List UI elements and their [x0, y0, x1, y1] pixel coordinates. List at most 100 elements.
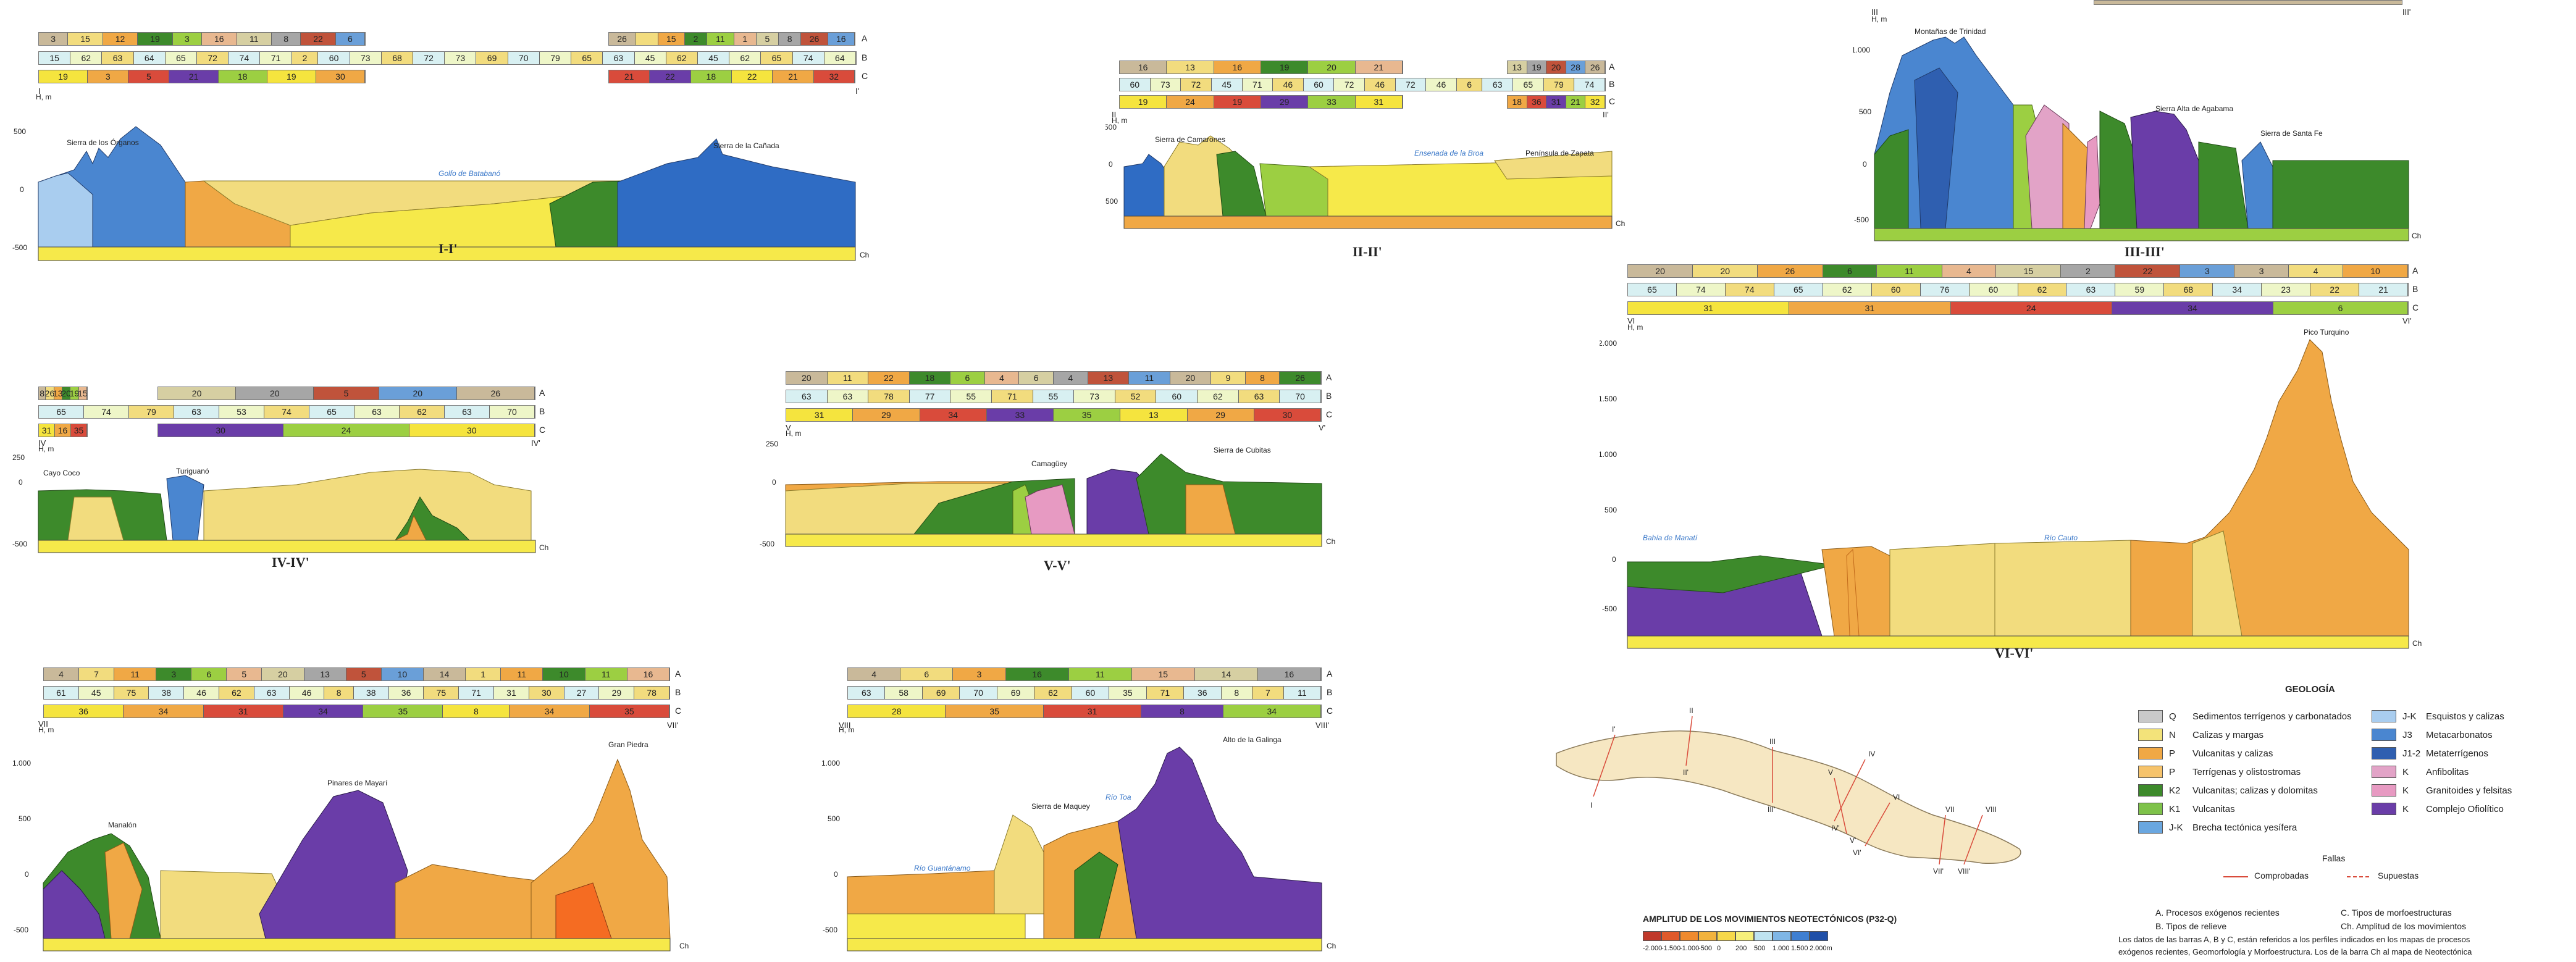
bar-c-cell: 34	[283, 705, 364, 717]
note-ch: Ch. Amplitud de los movimientos	[2341, 921, 2467, 931]
bar-b-cell: 65	[309, 406, 355, 418]
bar-a-cell: 6	[191, 668, 227, 680]
legend-label: Brecha tectónica yesífera	[2192, 822, 2297, 833]
legend-swatch	[2138, 803, 2163, 815]
bar-a-cell: 20	[1546, 61, 1566, 73]
tick-0: 0	[20, 185, 24, 194]
bar-b-cell: 74	[792, 52, 824, 64]
bar-a-cell: 1	[466, 668, 501, 680]
map-label-4: III	[1769, 737, 1776, 746]
bar-a-cell: 20	[158, 387, 237, 399]
tick-neg500: -500	[14, 926, 28, 934]
profile-title: III-III'	[2125, 244, 2165, 259]
bar-c-cell: 19	[39, 70, 88, 83]
bar-c-cell: 24	[1167, 96, 1214, 108]
legend-item: Q Sedimentos terrígenos y carbonatados	[2138, 710, 2352, 722]
legend-swatch	[2372, 803, 2396, 815]
bar-a-cell: 26	[1585, 61, 1605, 73]
bar-c-cell: 30	[1254, 409, 1321, 421]
legend-item: P Terrígenas y olistostromas	[2138, 766, 2301, 778]
bar-a-cell: 5	[227, 668, 262, 680]
bar-letter-b: B	[862, 52, 868, 62]
note-a: A. Procesos exógenos recientes	[2155, 908, 2280, 918]
bar-a-cell: 1	[734, 33, 757, 45]
legend-label: Complejo Ofiolítico	[2426, 803, 2504, 814]
bar-letter-a: A	[539, 388, 545, 398]
cuba-location-map: I I' II II' III III' IV IV' V V' VI VI' …	[1556, 706, 2021, 876]
legend-swatch	[2372, 747, 2396, 759]
note-text1: Los datos de las barras A, B y C, están …	[2118, 935, 2470, 944]
bar-a-cell: 4	[848, 668, 901, 680]
amplitude-swatch	[1810, 931, 1828, 941]
map-label-15: VIII'	[1958, 867, 1970, 876]
bar-a-cell: 5	[314, 387, 379, 399]
tick-1000: 1.000	[821, 759, 840, 768]
tick-250: 250	[766, 440, 778, 448]
bar-c-cell: 31	[1789, 302, 1951, 314]
profile-start: V	[786, 423, 791, 432]
bar-a-cell: 16	[1214, 61, 1261, 73]
legend-symbol: K	[2402, 803, 2409, 814]
bar-b-cell: 63	[827, 390, 869, 403]
bar-c-cell: 18	[1508, 96, 1527, 108]
bar-c-cell: 5	[128, 70, 170, 83]
bar-a-cell: 4	[2289, 265, 2343, 277]
bar-C: 19 3 5 21 18 19 30	[38, 70, 366, 83]
amplitude-title: AMPLITUD DE LOS MOVIMIENTOS NEOTECTÓNICO…	[1643, 914, 1897, 924]
bar-b-cell: 8	[324, 687, 354, 699]
legend-label: Anfibolitas	[2426, 766, 2469, 777]
bar-a-cell: 22	[2115, 265, 2181, 277]
bar-c-cell: 19	[1214, 96, 1261, 108]
tick-500: 500	[828, 814, 840, 823]
bar-A-right: 13 19 20 28 26	[1507, 61, 1606, 74]
tick-neg500: -500	[12, 540, 27, 548]
amplitude-swatch	[1661, 931, 1680, 941]
legend-label: Vulcanitas y calizas	[2192, 748, 2273, 759]
bar-b-cell: 62	[1034, 687, 1072, 699]
bar-b-cell: 74	[264, 406, 309, 418]
place-1: Pinares de Mayarí	[327, 779, 388, 787]
bar-c-cell: 35	[1054, 409, 1121, 421]
profile-I: 3 15 12 19 3 16 11 8 22 6 26 15 2 11 1 5 8 26 16 15 62 63 64…	[0, 25, 877, 261]
legend-label: Terrígenas y olistostromas	[2192, 766, 2301, 777]
amplitude-tick: 1.000	[1773, 945, 1790, 952]
bar-b-cell: 46	[1426, 78, 1457, 91]
profile-title: VI-VI'	[1995, 645, 2034, 661]
bar-a-cell: 8	[1245, 372, 1280, 384]
profile-end: VII'	[667, 721, 679, 730]
bar-b-cell: 74	[229, 52, 261, 64]
bar-b-cell: 63	[355, 406, 400, 418]
place-3: Alto de la Galinga	[1223, 735, 1282, 744]
bar-c-cell: 18	[690, 70, 732, 83]
bar-b-cell: 45	[1211, 78, 1243, 91]
bar-a-cell: 7	[79, 668, 115, 680]
profile-VI: 20 20 26 6 11 4 15 2 22 3 3 4 10 65 74 74 65 62 60 76 60 62 6…	[1600, 259, 2433, 667]
bar-b-cell: 62	[1198, 390, 1239, 403]
bar-B: 65 74 79 63 53 74 65 63 62 63 70	[38, 405, 535, 419]
map-label-1: I'	[1612, 725, 1616, 734]
tick-0: 0	[1612, 555, 1616, 564]
bar-a-cell: 8	[39, 387, 46, 399]
bar-letter-c: C	[862, 71, 868, 81]
bar-B: 65 74 74 65 62 60 76 60 62 63 59 68 34 23 22 21	[1627, 283, 2409, 296]
bar-b-cell: 69	[476, 52, 508, 64]
profile-section: 250 0 -500 Cayo Coco Turiguanó Ch	[12, 453, 548, 553]
bar-a-cell: 13	[1508, 61, 1527, 73]
note-b: B. Tipos de relieve	[2155, 921, 2227, 931]
legend-symbol: K1	[2169, 803, 2181, 814]
map-label-9: V'	[1850, 836, 1856, 845]
bar-A: 3 15 12 19 3 16 11 8 22 6	[38, 32, 366, 46]
bar-c-cell: 34	[510, 705, 590, 717]
bar-a-cell: 3	[156, 668, 192, 680]
bar-b-cell: 63	[2066, 283, 2116, 296]
place-0: Sierra de Maquey	[1031, 802, 1090, 811]
tick-neg500: -500	[760, 540, 774, 548]
bar-a-cell: 11	[114, 668, 157, 680]
profile-title: IV-IV'	[272, 554, 309, 570]
place-2: Gran Piedra	[608, 740, 648, 749]
bar-a-cell: 6	[950, 372, 985, 384]
bar-b-cell: 55	[1033, 390, 1075, 403]
note-c: C. Tipos de morfoestructuras	[2341, 908, 2452, 918]
bar-A: 4 7 11 3 6 5 20 13 5 10 14 1 11 10 11 16	[43, 667, 670, 681]
bar-a-cell: 18	[909, 372, 951, 384]
